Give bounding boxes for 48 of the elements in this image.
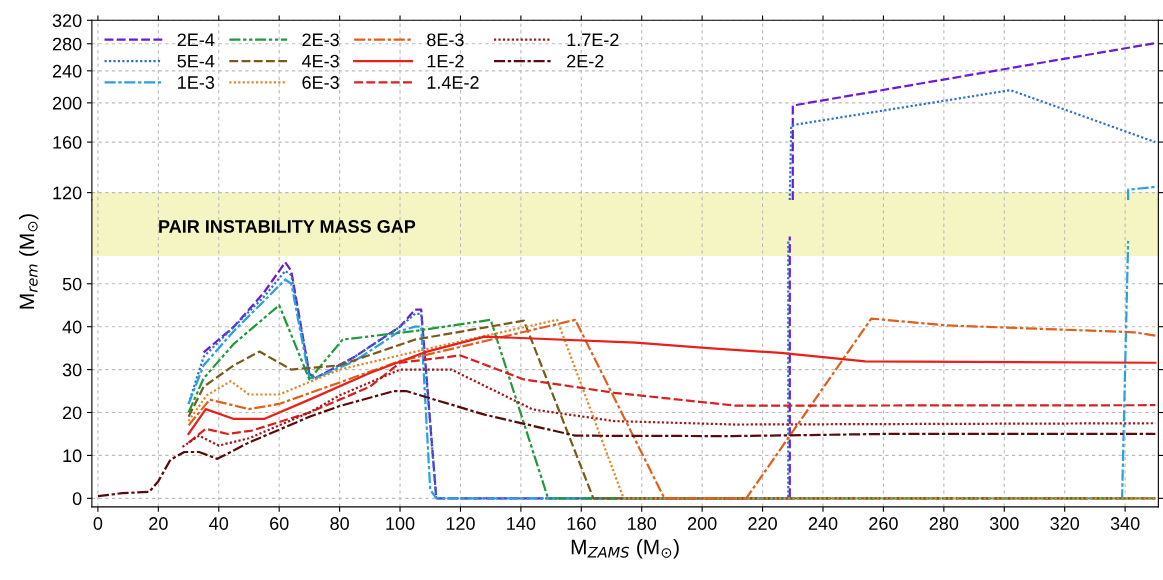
legend-label: 4E-3 [301, 54, 339, 68]
legend-label: 1E-2 [427, 54, 464, 68]
y-tick-label: 120 [53, 186, 82, 200]
x-tick-label: 300 [989, 517, 1019, 530]
x-axis-title: M$_{ZAMS}$ (M$_{⊙}$) [571, 539, 679, 559]
legend-label: 2E-3 [302, 33, 339, 47]
x-tick-label: 320 [1050, 517, 1080, 530]
legend-label: 2E-2 [567, 54, 604, 68]
y-tick-label: 200 [52, 96, 82, 110]
x-tick-label: 120 [446, 517, 475, 530]
legend-label: 6E-3 [302, 76, 339, 89]
y-tick-label: 160 [53, 136, 82, 149]
legend-label: 1E-3 [178, 76, 215, 89]
x-tick-label: 220 [748, 517, 777, 530]
line-series [187, 335, 1157, 436]
y-tick-label: 0 [72, 492, 82, 506]
line-series [187, 354, 1157, 444]
x-tick-label: 60 [270, 517, 289, 530]
y-tick-label: 240 [52, 64, 82, 78]
x-tick-label: 80 [330, 517, 349, 530]
legend-label: 1.7E-2 [567, 33, 619, 47]
line-series [96, 389, 1157, 498]
x-tick-label: 200 [688, 517, 717, 530]
x-tick-label: 160 [567, 517, 596, 530]
line-series [788, 89, 1157, 201]
x-tick-label: 140 [507, 517, 536, 530]
legend-label: 8E-3 [427, 33, 464, 47]
y-tick-label: 20 [62, 406, 82, 420]
x-tick-label: 260 [869, 517, 898, 530]
legend-label: 2E-4 [177, 33, 215, 47]
x-tick-label: 340 [1110, 517, 1140, 530]
legend-label: 5E-4 [177, 54, 215, 68]
legend-label: 1.4E-2 [427, 76, 479, 89]
band-label: PAIR INSTABILITY MASS GAP [159, 220, 416, 233]
y-tick-label: 40 [62, 320, 82, 334]
y-tick-label: 30 [62, 363, 82, 377]
x-tick-label: 180 [628, 517, 657, 530]
x-tick-label: 280 [929, 517, 959, 530]
x-tick-label: 40 [209, 517, 229, 530]
x-tick-label: 240 [808, 517, 838, 530]
y-tick-label: 320 [52, 14, 82, 28]
y-tick-label: 50 [62, 277, 82, 291]
y-tick-label: 280 [52, 37, 82, 51]
y-tick-label: 10 [63, 449, 82, 463]
y-axis-title: M$_{rem}$ (M$_{⊙}$) [18, 214, 39, 309]
x-tick-label: 0 [93, 517, 103, 530]
x-tick-label: 100 [386, 517, 415, 530]
x-tick-label: 20 [149, 517, 168, 530]
